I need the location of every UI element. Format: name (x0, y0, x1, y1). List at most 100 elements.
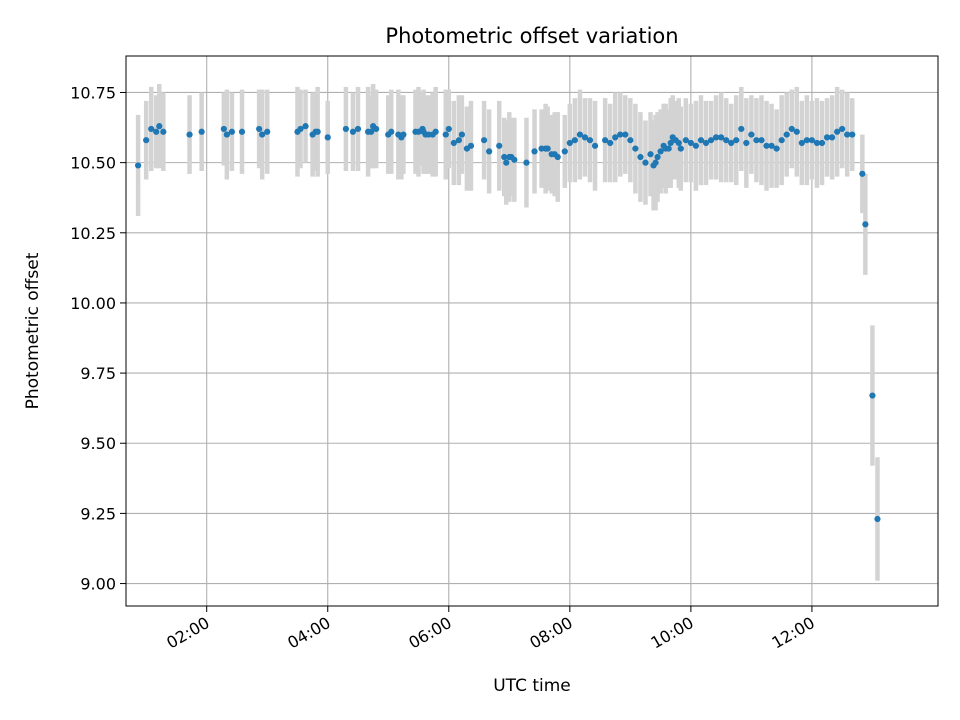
data-point (758, 137, 765, 144)
data-point (544, 145, 551, 152)
data-point (723, 137, 730, 144)
data-point (501, 153, 508, 161)
data-point (768, 142, 775, 149)
data-point (862, 221, 869, 228)
data-point (223, 131, 230, 138)
data-point (612, 134, 619, 141)
data-point (486, 148, 493, 155)
y-tick-label: 10.50 (70, 154, 116, 173)
data-point (844, 131, 851, 138)
data-point (788, 125, 795, 133)
y-tick-label: 9.00 (80, 575, 116, 594)
y-tick-label: 9.50 (80, 434, 116, 453)
data-point (503, 159, 510, 166)
data-point (388, 128, 395, 135)
data-point (342, 125, 349, 133)
data-point (778, 137, 785, 144)
data-point (667, 139, 674, 147)
data-point (143, 137, 150, 144)
data-point (576, 131, 584, 138)
data-point (627, 137, 634, 144)
data-point (687, 139, 694, 147)
data-point (657, 148, 664, 155)
data-point (677, 145, 684, 152)
data-point (874, 515, 881, 523)
data-point (753, 137, 760, 144)
data-point (818, 139, 826, 147)
y-tick-label: 9.25 (80, 504, 116, 523)
data-point (834, 128, 841, 135)
data-point (566, 139, 573, 147)
data-point (697, 137, 705, 144)
data-point (554, 153, 561, 161)
data-point (496, 142, 503, 149)
data-point (654, 153, 661, 161)
y-tick-label: 10.25 (70, 224, 116, 243)
data-point (220, 125, 227, 133)
plot-frame (125, 55, 939, 607)
y-axis: 9.00 9.25 9.50 9.75 10.00 10.25 10.50 10.75 (70, 83, 126, 594)
data-point (314, 128, 321, 135)
data-point (458, 131, 465, 138)
data-point (828, 134, 836, 141)
data-point (135, 162, 142, 169)
data-point (798, 139, 805, 147)
data-point (637, 153, 644, 161)
data-point (238, 128, 246, 135)
data-point (748, 131, 755, 138)
data-points (135, 123, 881, 523)
data-point (324, 134, 331, 141)
data-point (728, 139, 735, 147)
data-point (148, 125, 155, 133)
data-point (571, 137, 578, 144)
data-point (869, 392, 876, 399)
data-point (682, 137, 689, 144)
y-tick-label: 10.00 (70, 294, 116, 313)
data-point (368, 128, 375, 135)
data-point (442, 131, 449, 138)
data-point (480, 137, 488, 144)
data-point (256, 125, 263, 133)
data-point (839, 125, 846, 133)
data-point (647, 151, 654, 158)
data-point (581, 134, 589, 141)
data-point (467, 142, 475, 149)
data-point (455, 137, 462, 144)
data-point (849, 131, 856, 138)
data-point (622, 131, 629, 138)
data-point (432, 128, 439, 135)
data-point (743, 139, 750, 147)
y-tick-label: 9.75 (80, 364, 116, 383)
data-point (859, 170, 866, 177)
y-axis-label: Photometric offset (23, 252, 43, 409)
data-point (602, 137, 609, 144)
data-point (450, 139, 457, 147)
data-point (718, 134, 725, 141)
chart-title: Photometric offset variation (385, 24, 678, 48)
data-point (652, 159, 659, 166)
data-point (733, 137, 740, 144)
data-point (803, 137, 810, 144)
data-point (712, 134, 720, 141)
x-axis-label: UTC time (493, 676, 571, 696)
data-point (783, 131, 790, 138)
data-point (523, 159, 530, 166)
data-point (302, 123, 309, 130)
data-point (707, 137, 715, 144)
data-point (591, 142, 599, 149)
data-point (642, 159, 649, 166)
data-point (763, 142, 770, 149)
data-point (813, 139, 821, 147)
data-point (531, 148, 538, 155)
data-point (228, 128, 236, 135)
data-point (823, 134, 831, 141)
data-point (738, 125, 745, 133)
data-point (160, 128, 167, 135)
data-point (607, 139, 614, 147)
data-point (561, 148, 568, 155)
data-point (793, 128, 800, 135)
data-point (259, 131, 266, 138)
y-tick-label: 10.75 (70, 83, 116, 102)
data-point (400, 131, 407, 138)
